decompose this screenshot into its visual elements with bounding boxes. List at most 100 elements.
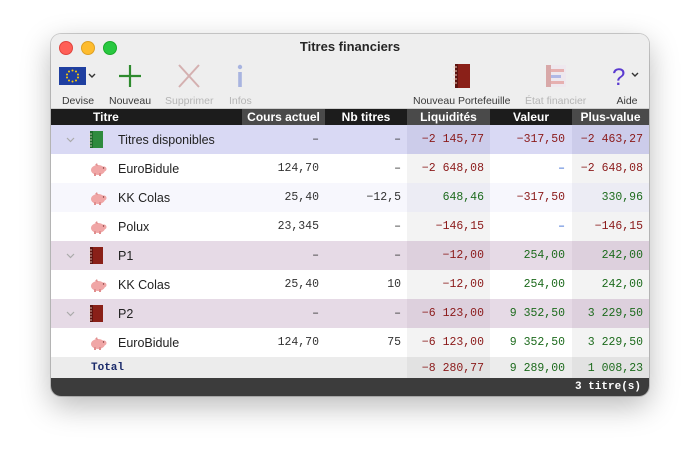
svg-text:?: ? — [612, 64, 625, 89]
etat-financier-button[interactable]: État financier — [525, 62, 586, 107]
aide-button[interactable]: ? Aide — [611, 62, 643, 107]
window-controls — [59, 41, 117, 55]
nouveau-label: Nouveau — [109, 95, 152, 107]
table-header: Titre Cours actuel Nb titres Liquidités … — [51, 109, 649, 125]
piggy-bank-icon — [89, 162, 118, 176]
titre-name: EuroBidule — [118, 161, 180, 176]
table-row[interactable]: Polux 23,345– −146,15– −146,15 — [51, 212, 649, 241]
titre-name: KK Colas — [118, 277, 171, 292]
titre-cell: P1 — [89, 241, 242, 270]
piggy-bank-icon — [89, 278, 118, 292]
cours-actuel-cell: – — [312, 307, 319, 320]
header-cours-actuel[interactable]: Cours actuel — [242, 109, 325, 125]
total-label: Total — [91, 362, 125, 374]
plus-value-cell: 3 229,50 — [572, 328, 649, 357]
nb-titres-cell: – — [394, 307, 401, 320]
close-button[interactable] — [59, 41, 73, 55]
titre-cell: EuroBidule — [89, 328, 242, 357]
header-liquidites[interactable]: Liquidités — [407, 109, 490, 125]
table-row[interactable]: KK Colas 25,40 −12,5 648,46 −317,50 330,96 — [51, 183, 649, 212]
plus-value-cell: −2 648,08 — [572, 154, 649, 183]
nouveau-portefeuille-button[interactable]: Nouveau Portefeuille — [413, 62, 510, 107]
valeur-cell: 9 352,50 — [509, 307, 565, 320]
info-icon — [238, 64, 243, 87]
liquidites-cell: −146,15 — [407, 212, 490, 241]
titre-cell: Polux — [89, 212, 242, 241]
liquidites-cell: −6 123,00 — [407, 299, 490, 328]
devise-button[interactable]: Devise — [59, 62, 97, 107]
nb-titres-cell: – — [394, 220, 401, 233]
total-valeur: 9 289,00 — [509, 361, 565, 375]
valeur-cell: – — [558, 162, 565, 175]
supprimer-label: Supprimer — [165, 95, 214, 107]
titre-cell: KK Colas — [89, 270, 242, 299]
green-book-icon — [89, 131, 118, 148]
nb-titres-cell: −12,5 — [366, 191, 401, 204]
zoom-button[interactable] — [103, 41, 117, 55]
supprimer-button[interactable]: Supprimer — [165, 62, 213, 107]
nb-titres-cell: 10 — [387, 278, 401, 291]
app-window: Titres financiers Devise — [51, 34, 649, 396]
titre-name: EuroBidule — [118, 335, 180, 350]
disclosure-chevron-icon[interactable] — [51, 241, 89, 270]
portfolio-row[interactable]: P1– – −12,00 254,00 242,00 — [51, 241, 649, 270]
disclosure-chevron-icon[interactable] — [51, 125, 89, 154]
disclosure-chevron-icon[interactable] — [51, 299, 89, 328]
plus-value-cell: 3 229,50 — [572, 299, 649, 328]
nb-titres-cell: – — [394, 133, 401, 146]
valeur-cell: 9 352,50 — [509, 336, 565, 349]
titre-cell: KK Colas — [89, 183, 242, 212]
devise-label: Devise — [61, 95, 95, 107]
plus-value-cell: 330,96 — [572, 183, 649, 212]
minimize-button[interactable] — [81, 41, 95, 55]
table-row[interactable]: EuroBidule 124,70– −2 648,08– −2 648,08 — [51, 154, 649, 183]
table-row[interactable]: EuroBidule 124,70 75 −6 123,00 9 352,50 3 229… — [51, 328, 649, 357]
securities-table: Titre Cours actuel Nb titres Liquidités … — [51, 109, 649, 379]
cours-actuel-cell: 25,40 — [284, 191, 319, 204]
titre-name: KK Colas — [118, 190, 171, 205]
titre-name: P1 — [118, 248, 134, 263]
nb-titres-cell: 75 — [387, 336, 401, 349]
header-plus-value[interactable]: Plus-value — [572, 109, 649, 125]
header-titre[interactable]: Titre — [93, 110, 119, 124]
nb-titres-cell: – — [394, 249, 401, 262]
liquidites-cell: −12,00 — [407, 270, 490, 299]
plus-icon — [119, 65, 142, 87]
valeur-cell: −317,50 — [516, 191, 565, 204]
titre-cell: Titres disponibles — [89, 125, 242, 154]
valeur-cell: −317,50 — [516, 133, 565, 146]
titre-name: Titres disponibles — [118, 132, 215, 147]
valeur-cell: – — [558, 220, 565, 233]
header-nb-titres[interactable]: Nb titres — [341, 110, 391, 124]
aide-label: Aide — [616, 95, 638, 107]
row-spacer — [51, 183, 89, 212]
nouveau-button[interactable]: Nouveau — [109, 62, 151, 107]
titre-name: Polux — [118, 219, 150, 234]
infos-label: Infos — [229, 95, 252, 107]
portfolio-row[interactable]: Titres disponibles – – −2 145,77 −317,50 −2 4… — [51, 125, 649, 154]
portfolio-row[interactable]: P2– – −6 123,00 9 352,50 3 229,50 — [51, 299, 649, 328]
etat-financier-label: État financier — [525, 95, 587, 107]
cours-actuel-cell: 124,70 — [277, 336, 319, 349]
plus-value-cell: 242,00 — [572, 241, 649, 270]
liquidites-cell: 648,46 — [407, 183, 490, 212]
title-bar: Titres financiers Devise — [51, 34, 649, 109]
nb-titres-cell: – — [394, 162, 401, 175]
infos-button[interactable]: Infos — [229, 62, 252, 107]
cours-actuel-cell: 124,70 — [277, 162, 319, 175]
cours-actuel-cell: – — [312, 133, 319, 146]
help-question-icon: ? — [612, 64, 639, 89]
window-title: Titres financiers — [299, 39, 401, 54]
liquidites-cell: −2 145,77 — [407, 125, 490, 154]
header-disclosure — [51, 109, 89, 125]
cours-actuel-cell: 23,345 — [277, 220, 319, 233]
titre-cell: P2 — [89, 299, 242, 328]
cours-actuel-cell: 25,40 — [284, 278, 319, 291]
row-spacer — [51, 270, 89, 299]
valeur-cell: 254,00 — [523, 249, 565, 262]
row-spacer — [51, 154, 89, 183]
total-row: Total −8 280,77 9 289,00 1 008,23 — [51, 357, 649, 379]
table-row[interactable]: KK Colas 25,40 10 −12,00 254,00 242,00 — [51, 270, 649, 299]
header-valeur[interactable]: Valeur — [512, 110, 550, 124]
liquidites-cell: −2 648,08 — [407, 154, 490, 183]
